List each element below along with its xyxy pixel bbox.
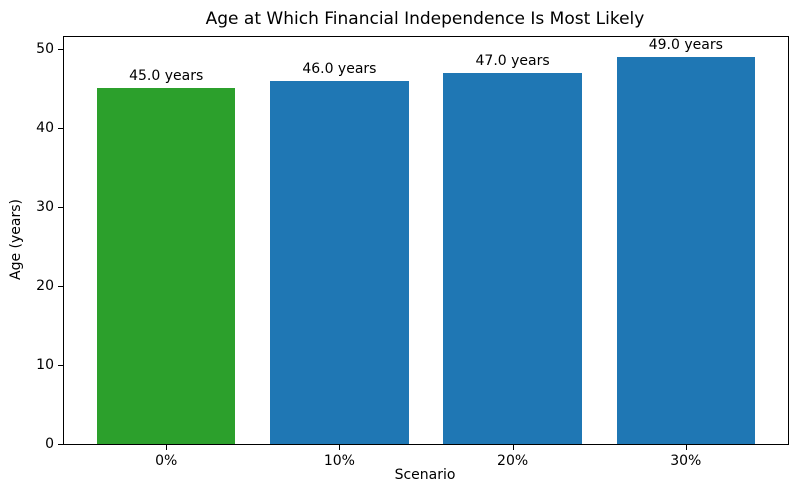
bar-20% [443,72,582,444]
y-tick-label: 20 [36,277,54,294]
x-tick-mark [685,445,687,450]
y-tick-label: 10 [36,357,54,373]
bar-value-label: 46.0 years [302,60,377,77]
y-tick-mark [58,48,63,50]
x-tick-label: 20% [497,453,529,469]
bar-value-label: 45.0 years [129,68,204,85]
y-tick-label: 50 [36,40,54,57]
x-tick-mark [166,445,168,450]
x-tick-mark [512,445,514,450]
bar-0% [96,88,236,444]
y-tick-label: 0 [45,436,54,452]
bar-value-label: 49.0 years [648,36,723,53]
y-axis-label: Age (years) [8,199,24,280]
bar-10% [270,80,409,444]
y-tick-label: 40 [36,119,54,136]
y-tick-mark [58,285,63,287]
y-tick-mark [58,444,63,445]
plot-area: 45.0 years 0% 46.0 years 10% 47.0 years 20% 49… [36,36,789,469]
chart-title: Age at Which Financial Independence Is M… [205,9,645,29]
y-tick-mark [58,365,63,366]
x-tick-mark [339,445,341,450]
x-tick-label: 10% [323,453,355,469]
x-tick-label: 0% [155,453,178,469]
x-axis-label: Scenario [394,467,456,483]
bar-value-label: 47.0 years [475,52,550,69]
y-tick-mark [58,206,63,208]
y-tick-mark [58,127,63,129]
y-tick-label: 30 [36,198,54,215]
x-tick-label: 30% [670,453,702,469]
bar-30% [616,56,756,444]
